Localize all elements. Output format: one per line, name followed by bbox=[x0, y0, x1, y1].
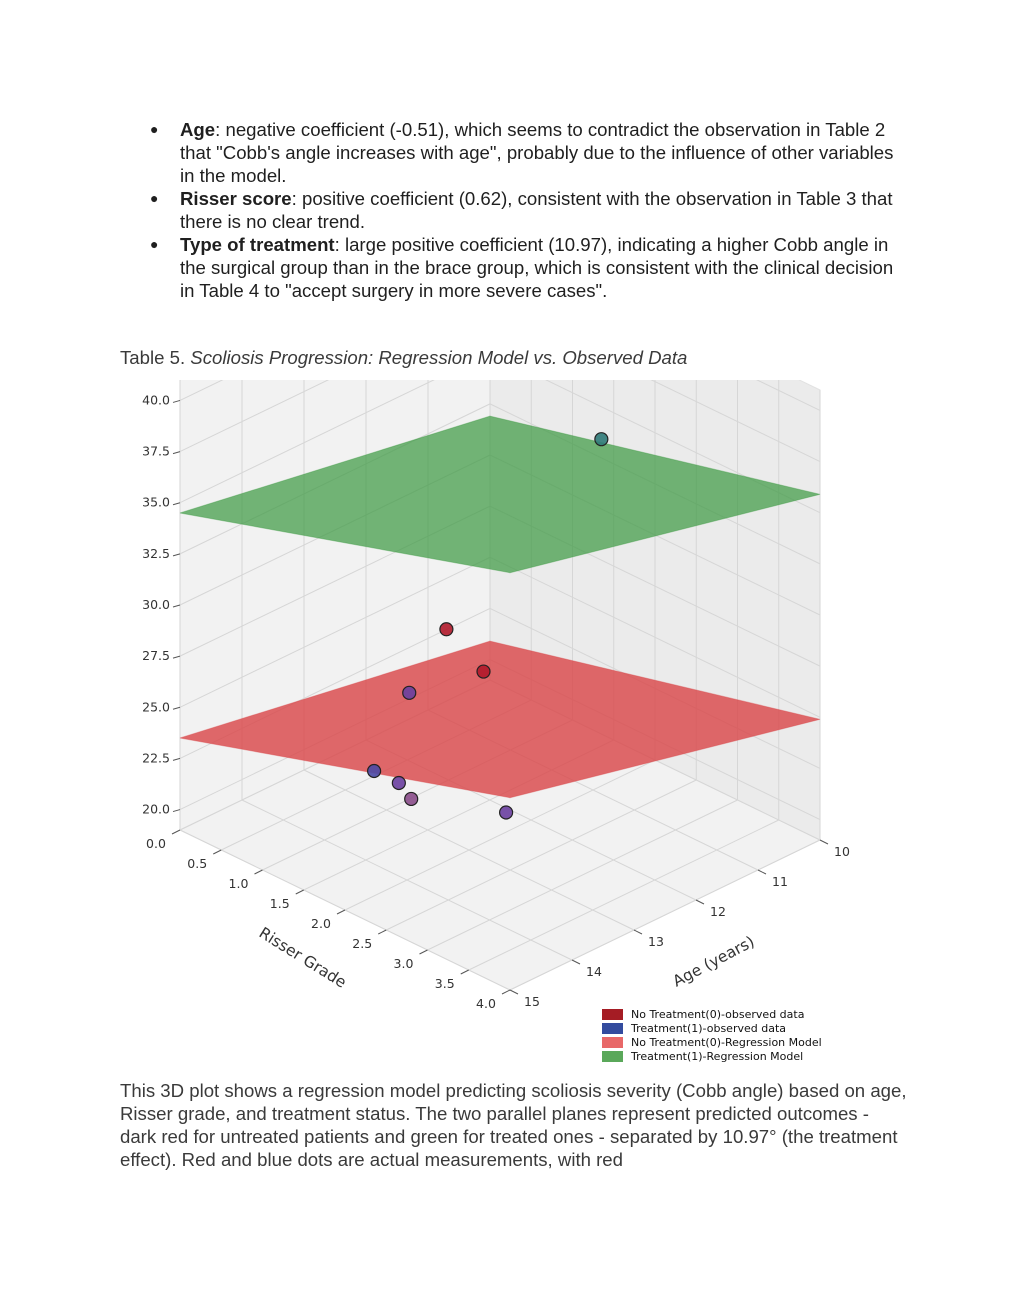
cobb-tick bbox=[172, 399, 181, 403]
caption-label: Table 5. bbox=[120, 347, 186, 368]
bullet-text: : negative coefficient (-0.51), which se… bbox=[180, 119, 894, 186]
risser-tick-label: 3.0 bbox=[394, 956, 414, 971]
age-tick-label: 11 bbox=[772, 874, 788, 889]
age-tick-label: 12 bbox=[710, 904, 726, 919]
risser-tick-label: 0.5 bbox=[187, 856, 207, 871]
risser-tick bbox=[336, 909, 346, 915]
risser-tick bbox=[213, 849, 222, 855]
bullet-text: : large positive coefficient (10.97), in… bbox=[180, 234, 894, 301]
cobb-tick-label: 37.5 bbox=[142, 444, 170, 459]
age-tick bbox=[509, 989, 519, 995]
risser-tick bbox=[460, 969, 469, 975]
age-tick bbox=[819, 839, 829, 845]
regression-3d-chart: 20.0 22.5 25.0 27.5 30.0 32.5 35.0 37.5 40.0 0.0 0… bbox=[142, 380, 850, 1066]
chart-planes bbox=[179, 415, 821, 799]
bullet-dot: ● bbox=[150, 121, 159, 137]
age-tick-label: 14 bbox=[586, 964, 602, 979]
data-point bbox=[402, 685, 417, 700]
age-tick bbox=[695, 899, 705, 905]
bullet-dot: ● bbox=[150, 190, 159, 206]
cobb-tick bbox=[172, 451, 181, 455]
cobb-tick bbox=[172, 655, 181, 659]
legend-box bbox=[596, 1008, 824, 1066]
legend-swatch-1 bbox=[602, 1023, 623, 1034]
age-axis-label: Age (years) bbox=[670, 933, 758, 991]
cobb-tick bbox=[172, 553, 181, 557]
grid-line-risser bbox=[468, 819, 779, 971]
grid-line-risser bbox=[427, 799, 738, 951]
risser-tick-label: 4.0 bbox=[476, 996, 496, 1011]
age-tick-label: 10 bbox=[834, 844, 850, 859]
risser-axis-label: Risser Grade bbox=[256, 924, 350, 992]
cobb-tick-label: 22.5 bbox=[142, 750, 170, 765]
legend-label-2: No Treatment(0)-Regression Model bbox=[631, 1036, 822, 1049]
data-point bbox=[367, 763, 382, 779]
legend-label-1: Treatment(1)-observed data bbox=[630, 1022, 786, 1035]
bullet-term: Age bbox=[180, 119, 216, 140]
cobb-tick-label: 27.5 bbox=[142, 648, 170, 663]
data-point bbox=[594, 432, 609, 447]
treatment-plane bbox=[179, 415, 821, 574]
cobb-tick-label: 32.5 bbox=[142, 546, 170, 561]
caption-title: Scoliosis Progression: Regression Model … bbox=[190, 347, 688, 368]
grid-line-risser bbox=[344, 759, 656, 911]
table-caption: Table 5. Scoliosis Progression: Regressi… bbox=[120, 346, 687, 370]
bullet-term: Risser score bbox=[180, 188, 292, 209]
risser-tick-label: 1.5 bbox=[270, 896, 290, 911]
cobb-tick bbox=[172, 502, 181, 506]
data-point bbox=[476, 664, 491, 679]
bullet-risser: ● Risser score: positive coefficient (0.… bbox=[148, 187, 908, 233]
cobb-tick-label: 25.0 bbox=[142, 699, 170, 714]
risser-tick-label: 2.0 bbox=[311, 916, 331, 931]
risser-tick-label: 2.5 bbox=[352, 936, 372, 951]
risser-tick bbox=[501, 989, 511, 995]
risser-tick bbox=[378, 929, 387, 935]
grid-line-risser bbox=[386, 779, 697, 931]
chart-legend: No Treatment(0)-observed data Treatment(… bbox=[596, 1008, 824, 1066]
body-paragraph: This 3D plot shows a regression model pr… bbox=[120, 1080, 907, 1170]
data-point bbox=[439, 622, 454, 637]
grid-line-risser bbox=[509, 839, 821, 991]
bullet-dot: ● bbox=[150, 236, 159, 252]
legend-swatch-0 bbox=[602, 1009, 623, 1020]
risser-tick-label: 3.5 bbox=[435, 976, 455, 991]
age-tick bbox=[571, 959, 581, 965]
cobb-tick bbox=[172, 809, 181, 813]
cobb-tick bbox=[172, 604, 181, 608]
cobb-tick bbox=[172, 706, 181, 710]
legend-swatch-3 bbox=[602, 1051, 623, 1062]
bullet-text: : positive coefficient (0.62), consisten… bbox=[180, 188, 893, 232]
cobb-tick-label: 40.0 bbox=[142, 392, 170, 407]
grid-line-cobb bbox=[179, 380, 821, 463]
legend-swatch-2 bbox=[602, 1037, 623, 1048]
age-tick-label: 13 bbox=[648, 934, 664, 949]
data-point bbox=[499, 805, 514, 820]
bullet-term: Type of treatment bbox=[180, 234, 335, 255]
risser-tick bbox=[295, 889, 304, 895]
risser-tick-label: 1.0 bbox=[229, 876, 249, 891]
bullet-treatment: ● Type of treatment: large positive coef… bbox=[148, 233, 908, 302]
cobb-tick bbox=[172, 757, 181, 761]
legend-label-3: Treatment(1)-Regression Model bbox=[630, 1050, 803, 1063]
cobb-tick-label: 35.0 bbox=[142, 495, 170, 510]
age-tick bbox=[633, 929, 643, 935]
chart-points bbox=[367, 432, 609, 820]
risser-tick bbox=[419, 949, 428, 955]
data-point bbox=[391, 775, 406, 791]
chart-ticks: 20.0 22.5 25.0 27.5 30.0 32.5 35.0 37.5 40.0 0.0 0… bbox=[142, 392, 850, 1011]
age-tick bbox=[757, 869, 767, 875]
risser-tick bbox=[254, 869, 263, 875]
cobb-tick-label: 20.0 bbox=[142, 802, 170, 817]
data-point bbox=[404, 791, 419, 807]
grid-line-cobb bbox=[179, 380, 821, 514]
no-treatment-plane bbox=[179, 640, 821, 799]
cobb-tick-label: 30.0 bbox=[142, 597, 170, 612]
risser-tick-label: 0.0 bbox=[146, 836, 166, 851]
risser-tick bbox=[171, 829, 181, 835]
bullet-age: ● Age: negative coefficient (-0.51), whi… bbox=[148, 118, 908, 187]
bullet-list: ● Age: negative coefficient (-0.51), whi… bbox=[148, 118, 908, 302]
legend-label-0: No Treatment(0)-observed data bbox=[631, 1008, 804, 1021]
age-tick-label: 15 bbox=[524, 994, 540, 1009]
